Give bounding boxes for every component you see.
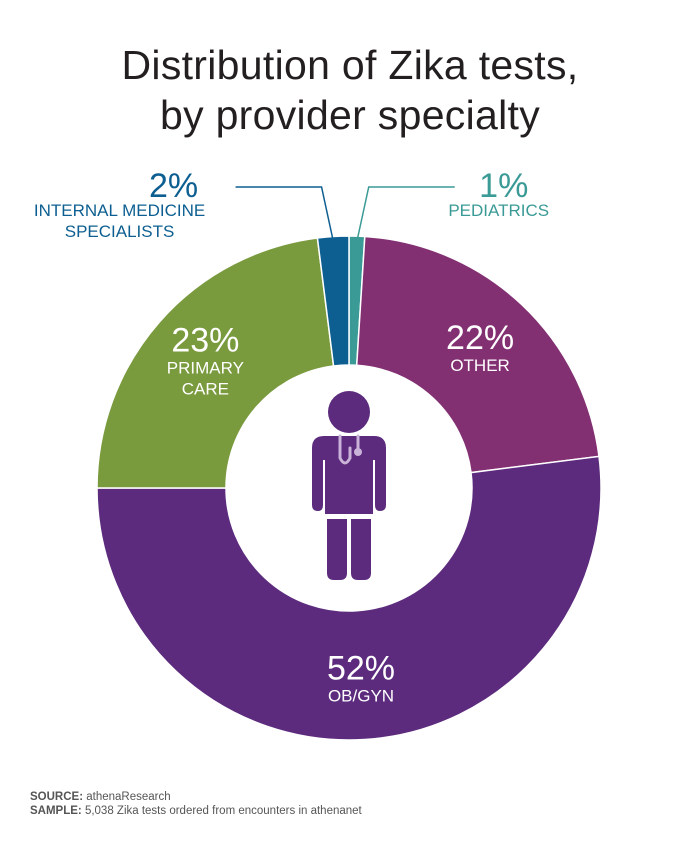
leader-line-internal-medicine-specialists: [235, 186, 335, 243]
source-label: SOURCE:: [30, 791, 84, 803]
slice-primary-care: [96, 237, 335, 489]
value-label-pediatrics: 1%: [479, 167, 528, 205]
category-label-internal-medicine-specialists: INTERNAL MEDICINE: [34, 201, 205, 220]
category-label-pediatrics: PEDIATRICS: [448, 201, 549, 220]
category-label-internal-medicine-specialists: SPECIALISTS: [65, 222, 175, 241]
leader-line-pediatrics: [355, 186, 455, 243]
category-label-other: OTHER: [450, 356, 510, 375]
icon-head: [328, 391, 370, 433]
title-line-2: by provider specialty: [159, 92, 541, 138]
icon-legs: [327, 519, 371, 580]
category-label-primary-care: PRIMARY: [167, 358, 244, 377]
value-label-internal-medicine-specialists: 2%: [149, 167, 198, 205]
value-label-other: 22%: [446, 319, 514, 357]
source-line: SOURCE: athenaResearch: [30, 790, 362, 804]
slice-labels: 1%PEDIATRICS 22%OTHER 52%OB/GYN 23%PRIMARY C…: [34, 167, 549, 706]
category-label-ob-gyn: OB/GYN: [328, 687, 394, 706]
title-line-1: Distribution of Zika tests,: [121, 42, 579, 88]
value-label-primary-care: 23%: [171, 321, 239, 359]
footer: SOURCE: athenaResearch SAMPLE: 5,038 Zik…: [30, 790, 362, 818]
sample-label: SAMPLE:: [30, 805, 82, 817]
icon-torso: [312, 436, 386, 514]
source-value: athenaResearch: [83, 791, 171, 803]
leader-lines: [235, 186, 455, 243]
doctor-icon: [312, 391, 386, 580]
stethoscope-chestpiece: [354, 448, 362, 456]
sample-value: 5,038 Zika tests ordered from encounters…: [81, 805, 362, 817]
slice-other: [355, 235, 600, 474]
category-label-primary-care: CARE: [182, 379, 229, 398]
slice-ob-gyn: [96, 455, 602, 741]
stethoscope-icon: [338, 434, 360, 465]
sample-line: SAMPLE: 5,038 Zika tests ordered from en…: [30, 804, 362, 818]
value-label-ob-gyn: 52%: [327, 650, 395, 688]
slice-internal-medicine-specialists: [316, 235, 350, 367]
chart-title: Distribution of Zika tests, by provider …: [0, 40, 700, 140]
donut-slices: [96, 235, 602, 741]
